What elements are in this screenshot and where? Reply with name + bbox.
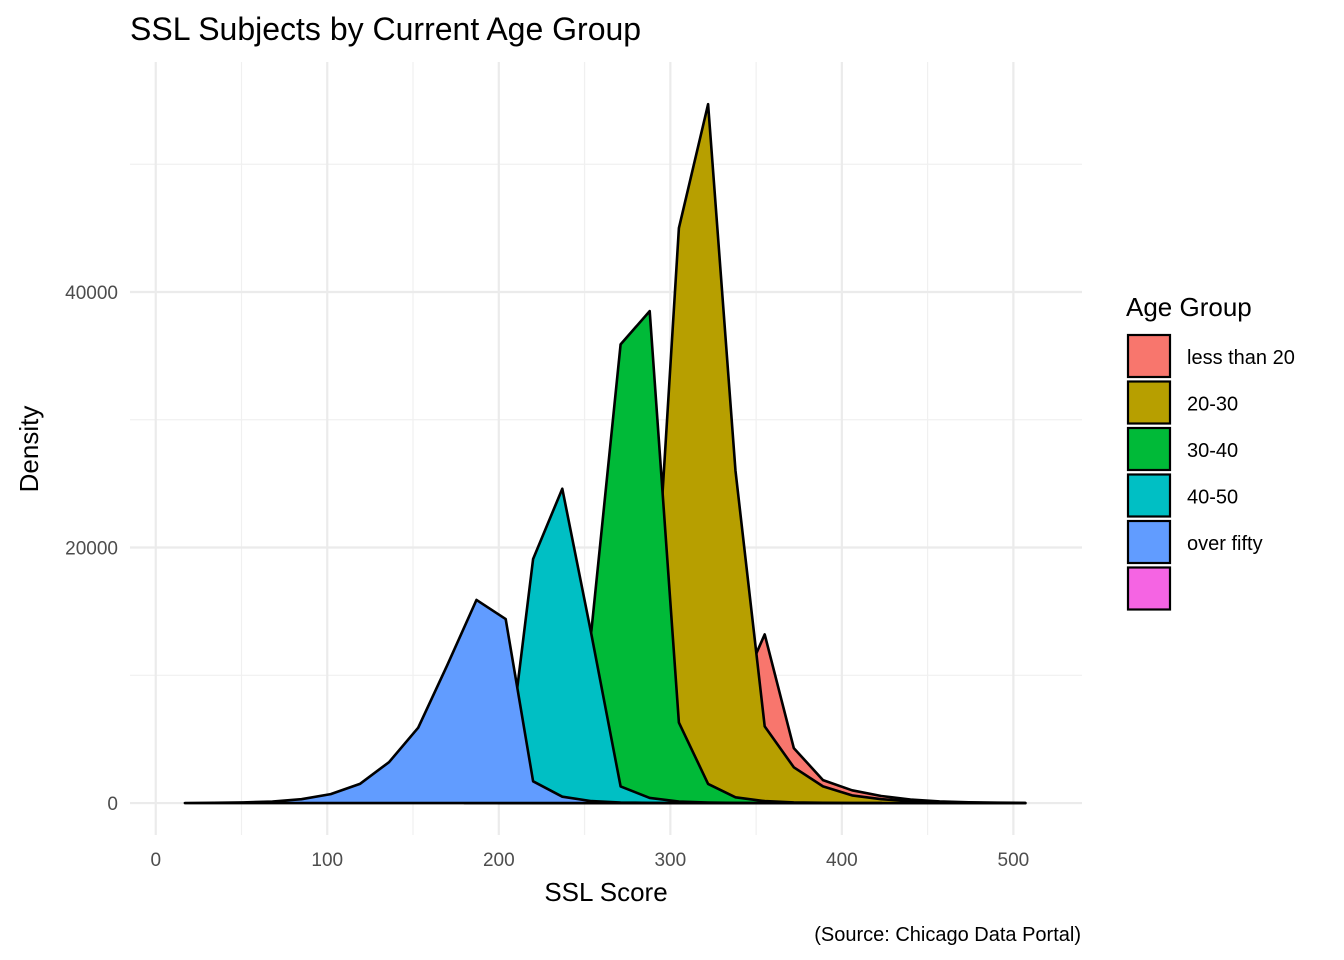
x-tick-label: 0: [150, 850, 161, 871]
x-axis-title: SSL Score: [544, 877, 667, 907]
y-tick-label: 40000: [65, 283, 118, 304]
legend-key: [1126, 519, 1172, 565]
legend: Age Group less than 20 20-30 30-40 40-50 ove…: [1126, 292, 1295, 611]
legend-label: 30-40: [1187, 440, 1238, 462]
x-tick-label: 100: [311, 850, 343, 871]
legend-title: Age Group: [1126, 292, 1252, 322]
chart-title: SSL Subjects by Current Age Group: [130, 11, 641, 47]
legend-label: over fifty: [1187, 533, 1263, 555]
y-tick-label: 20000: [65, 539, 118, 560]
x-tick-label: 400: [826, 850, 858, 871]
y-axis-ticks: 0 20000 40000: [65, 283, 118, 815]
y-axis-title: Density: [14, 406, 44, 493]
legend-label: less than 20: [1187, 347, 1295, 369]
x-tick-label: 200: [483, 850, 515, 871]
legend-key: [1126, 473, 1172, 518]
legend-key: [1126, 426, 1172, 472]
density-area-over-fifty: [183, 598, 681, 805]
legend-key: [1126, 566, 1172, 611]
legend-key: [1126, 380, 1172, 425]
source-caption: (Source: Chicago Data Portal): [814, 924, 1081, 946]
legend-key: [1126, 333, 1172, 379]
legend-label: 20-30: [1187, 394, 1238, 416]
legend-label: 40-50: [1187, 487, 1238, 509]
x-tick-label: 300: [654, 850, 686, 871]
y-tick-label: 0: [107, 794, 118, 815]
density-areas: [183, 102, 1027, 805]
x-tick-label: 500: [998, 850, 1030, 871]
x-axis-ticks: 0 100 200 300 400 500: [150, 850, 1029, 871]
